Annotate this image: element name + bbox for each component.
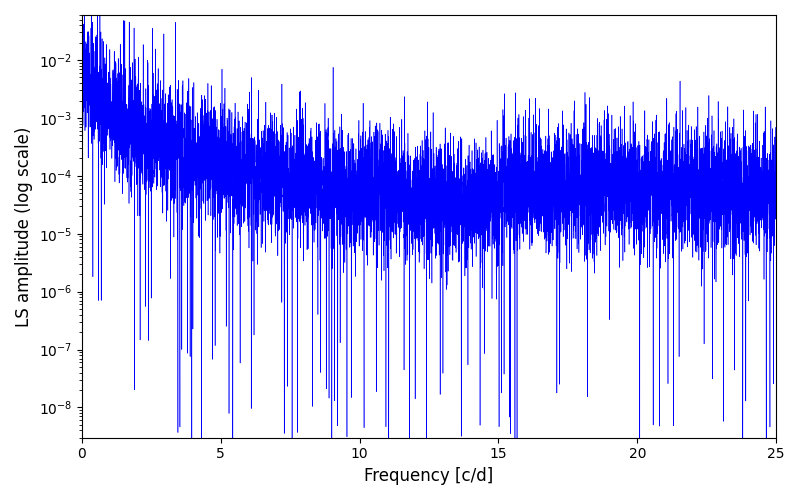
Y-axis label: LS amplitude (log scale): LS amplitude (log scale)	[15, 126, 33, 326]
X-axis label: Frequency [c/d]: Frequency [c/d]	[364, 467, 494, 485]
